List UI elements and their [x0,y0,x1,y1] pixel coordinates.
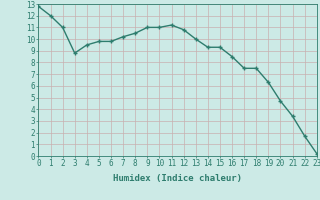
X-axis label: Humidex (Indice chaleur): Humidex (Indice chaleur) [113,174,242,183]
